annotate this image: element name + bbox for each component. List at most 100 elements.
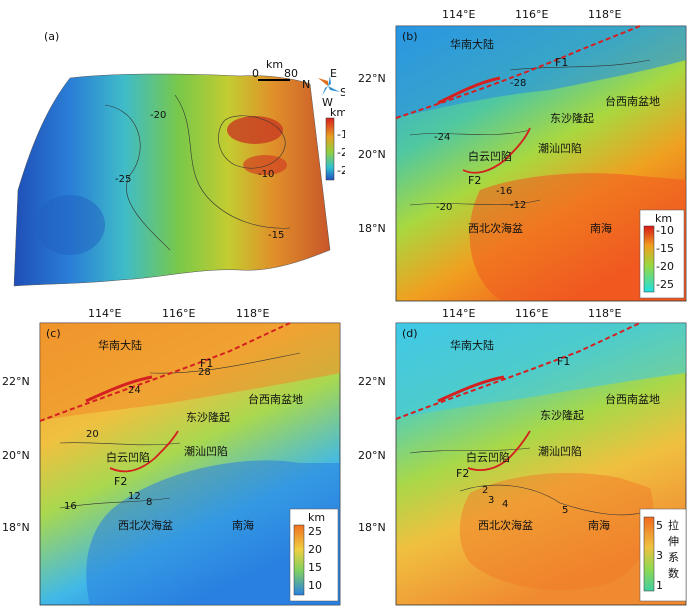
colorbar-a-unit: km bbox=[330, 106, 345, 119]
surface-3d bbox=[13, 73, 331, 287]
fault-f1-solid bbox=[85, 375, 153, 403]
compass-s: S bbox=[340, 86, 345, 99]
y-tick: 18°N bbox=[358, 222, 386, 235]
contour-line bbox=[409, 199, 541, 206]
colorbar-d-tick: 1 bbox=[656, 579, 663, 592]
contour-label: -16 bbox=[496, 186, 512, 197]
colorbar-a-tick: -20 bbox=[337, 146, 345, 159]
contour-line bbox=[509, 59, 651, 71]
colorbar-c-tick: 25 bbox=[308, 525, 322, 538]
panel-a-label: (a) bbox=[44, 30, 59, 43]
scale-end: 80 bbox=[284, 67, 298, 80]
map-region-north bbox=[396, 323, 686, 419]
panel-b-svg: 114°E 116°E 118°E 22°N 20°N 18°N (b) 华南大… bbox=[358, 8, 687, 302]
place-mainland: 华南大陆 bbox=[98, 338, 142, 352]
panel-c: 114°E 116°E 118°E 22°N 20°N 18°N (c) 华南大… bbox=[0, 303, 345, 608]
colorbar-a bbox=[325, 117, 335, 181]
colorbar-d-tick: 3 bbox=[656, 549, 663, 562]
contour-line bbox=[218, 115, 286, 169]
y-tick: 20°N bbox=[2, 449, 30, 462]
contour-label: -12 bbox=[510, 200, 526, 211]
place-nanhai: 南海 bbox=[588, 518, 610, 532]
colorbar-c-tick: 10 bbox=[308, 579, 322, 592]
place-baiyun: 白云凹陷 bbox=[466, 450, 510, 464]
contour-label: 16 bbox=[64, 501, 77, 512]
colorbar-a-tick: -25 bbox=[337, 164, 345, 177]
contour-label: 3 bbox=[488, 495, 494, 506]
x-tick: 118°E bbox=[588, 8, 621, 21]
place-f1: F1 bbox=[557, 355, 570, 368]
map-region-south bbox=[469, 173, 686, 300]
place-dongsha: 东沙隆起 bbox=[550, 111, 594, 125]
colorbar-c bbox=[293, 524, 305, 596]
y-tick: 20°N bbox=[358, 449, 386, 462]
colorbar-c-tick: 15 bbox=[308, 561, 322, 574]
y-tick: 22°N bbox=[2, 375, 30, 388]
contour-line bbox=[104, 104, 171, 251]
place-dongsha: 东沙隆起 bbox=[540, 408, 584, 422]
fault-f1-solid bbox=[437, 375, 505, 403]
place-mainland: 华南大陆 bbox=[450, 338, 494, 352]
place-chaoshan: 潮汕凹陷 bbox=[184, 444, 228, 458]
contour-label: 4 bbox=[502, 499, 508, 510]
contour-label: 24 bbox=[128, 385, 141, 396]
place-nanhai: 南海 bbox=[590, 221, 612, 235]
panel-c-label: (c) bbox=[46, 327, 61, 340]
place-f2: F2 bbox=[468, 174, 481, 187]
colorbar-d-title: 伸 bbox=[668, 535, 679, 548]
place-f1: F1 bbox=[555, 56, 568, 69]
contour-label: 28 bbox=[198, 367, 211, 378]
place-f2: F2 bbox=[114, 475, 127, 488]
contour-label: -10 bbox=[258, 169, 274, 180]
place-dongsha: 东沙隆起 bbox=[186, 410, 230, 424]
place-taixinan: 台西南盆地 bbox=[605, 392, 660, 406]
colorbar-b bbox=[643, 225, 655, 293]
place-f2: F2 bbox=[456, 467, 469, 480]
fault-f2 bbox=[462, 127, 531, 174]
y-tick: 18°N bbox=[358, 521, 386, 534]
y-tick: 22°N bbox=[358, 72, 386, 85]
surface-low-zone bbox=[35, 195, 105, 255]
panel-b: 114°E 116°E 118°E 22°N 20°N 18°N (b) 华南大… bbox=[350, 0, 689, 305]
colorbar-c-unit: km bbox=[308, 511, 325, 524]
place-f1: F1 bbox=[200, 357, 213, 370]
place-xibeici: 西北次海盆 bbox=[468, 221, 523, 235]
panel-a: (a) -20 -25 -10 -15 km 0 80 N E S W km - bbox=[0, 0, 345, 300]
colorbar-d bbox=[643, 516, 655, 592]
contour-line bbox=[59, 497, 171, 509]
contour-label: -20 bbox=[150, 110, 166, 121]
y-tick: 18°N bbox=[2, 521, 30, 534]
contour-label: 8 bbox=[146, 497, 152, 508]
contour-line bbox=[149, 352, 301, 374]
fault-f1 bbox=[395, 322, 641, 420]
place-taixinan: 台西南盆地 bbox=[248, 392, 303, 406]
contour-label: -20 bbox=[436, 202, 452, 213]
fault-f1 bbox=[39, 322, 291, 422]
panel-a-svg: (a) -20 -25 -10 -15 km 0 80 N E S W km - bbox=[13, 30, 345, 287]
x-tick: 118°E bbox=[588, 307, 621, 320]
contour-label: 5 bbox=[562, 505, 568, 516]
contour-label: -28 bbox=[510, 78, 526, 89]
colorbar-b-tick: -25 bbox=[656, 278, 674, 291]
colorbar-d-title: 系 bbox=[668, 551, 679, 564]
x-tick: 114°E bbox=[88, 307, 121, 320]
contour-label: 20 bbox=[86, 429, 99, 440]
place-taixinan: 台西南盆地 bbox=[605, 94, 660, 108]
colorbar-a-tick: -15 bbox=[337, 128, 345, 141]
y-tick: 22°N bbox=[358, 375, 386, 388]
scale-unit: km bbox=[266, 58, 283, 71]
place-baiyun: 白云凹陷 bbox=[106, 450, 150, 464]
x-tick: 116°E bbox=[162, 307, 195, 320]
colorbar-b-unit: km bbox=[655, 212, 672, 225]
panel-b-label: (b) bbox=[402, 30, 418, 43]
panel-d-label: (d) bbox=[402, 327, 418, 340]
contour-label: -24 bbox=[434, 132, 450, 143]
compass-icon bbox=[318, 76, 340, 96]
scale-zero: 0 bbox=[252, 67, 259, 80]
fault-f2 bbox=[467, 430, 531, 471]
contour-line bbox=[409, 129, 531, 136]
compass-n: N bbox=[302, 78, 310, 91]
x-tick: 116°E bbox=[515, 8, 548, 21]
place-mainland: 华南大陆 bbox=[450, 37, 494, 51]
contour-label: -25 bbox=[115, 174, 131, 185]
